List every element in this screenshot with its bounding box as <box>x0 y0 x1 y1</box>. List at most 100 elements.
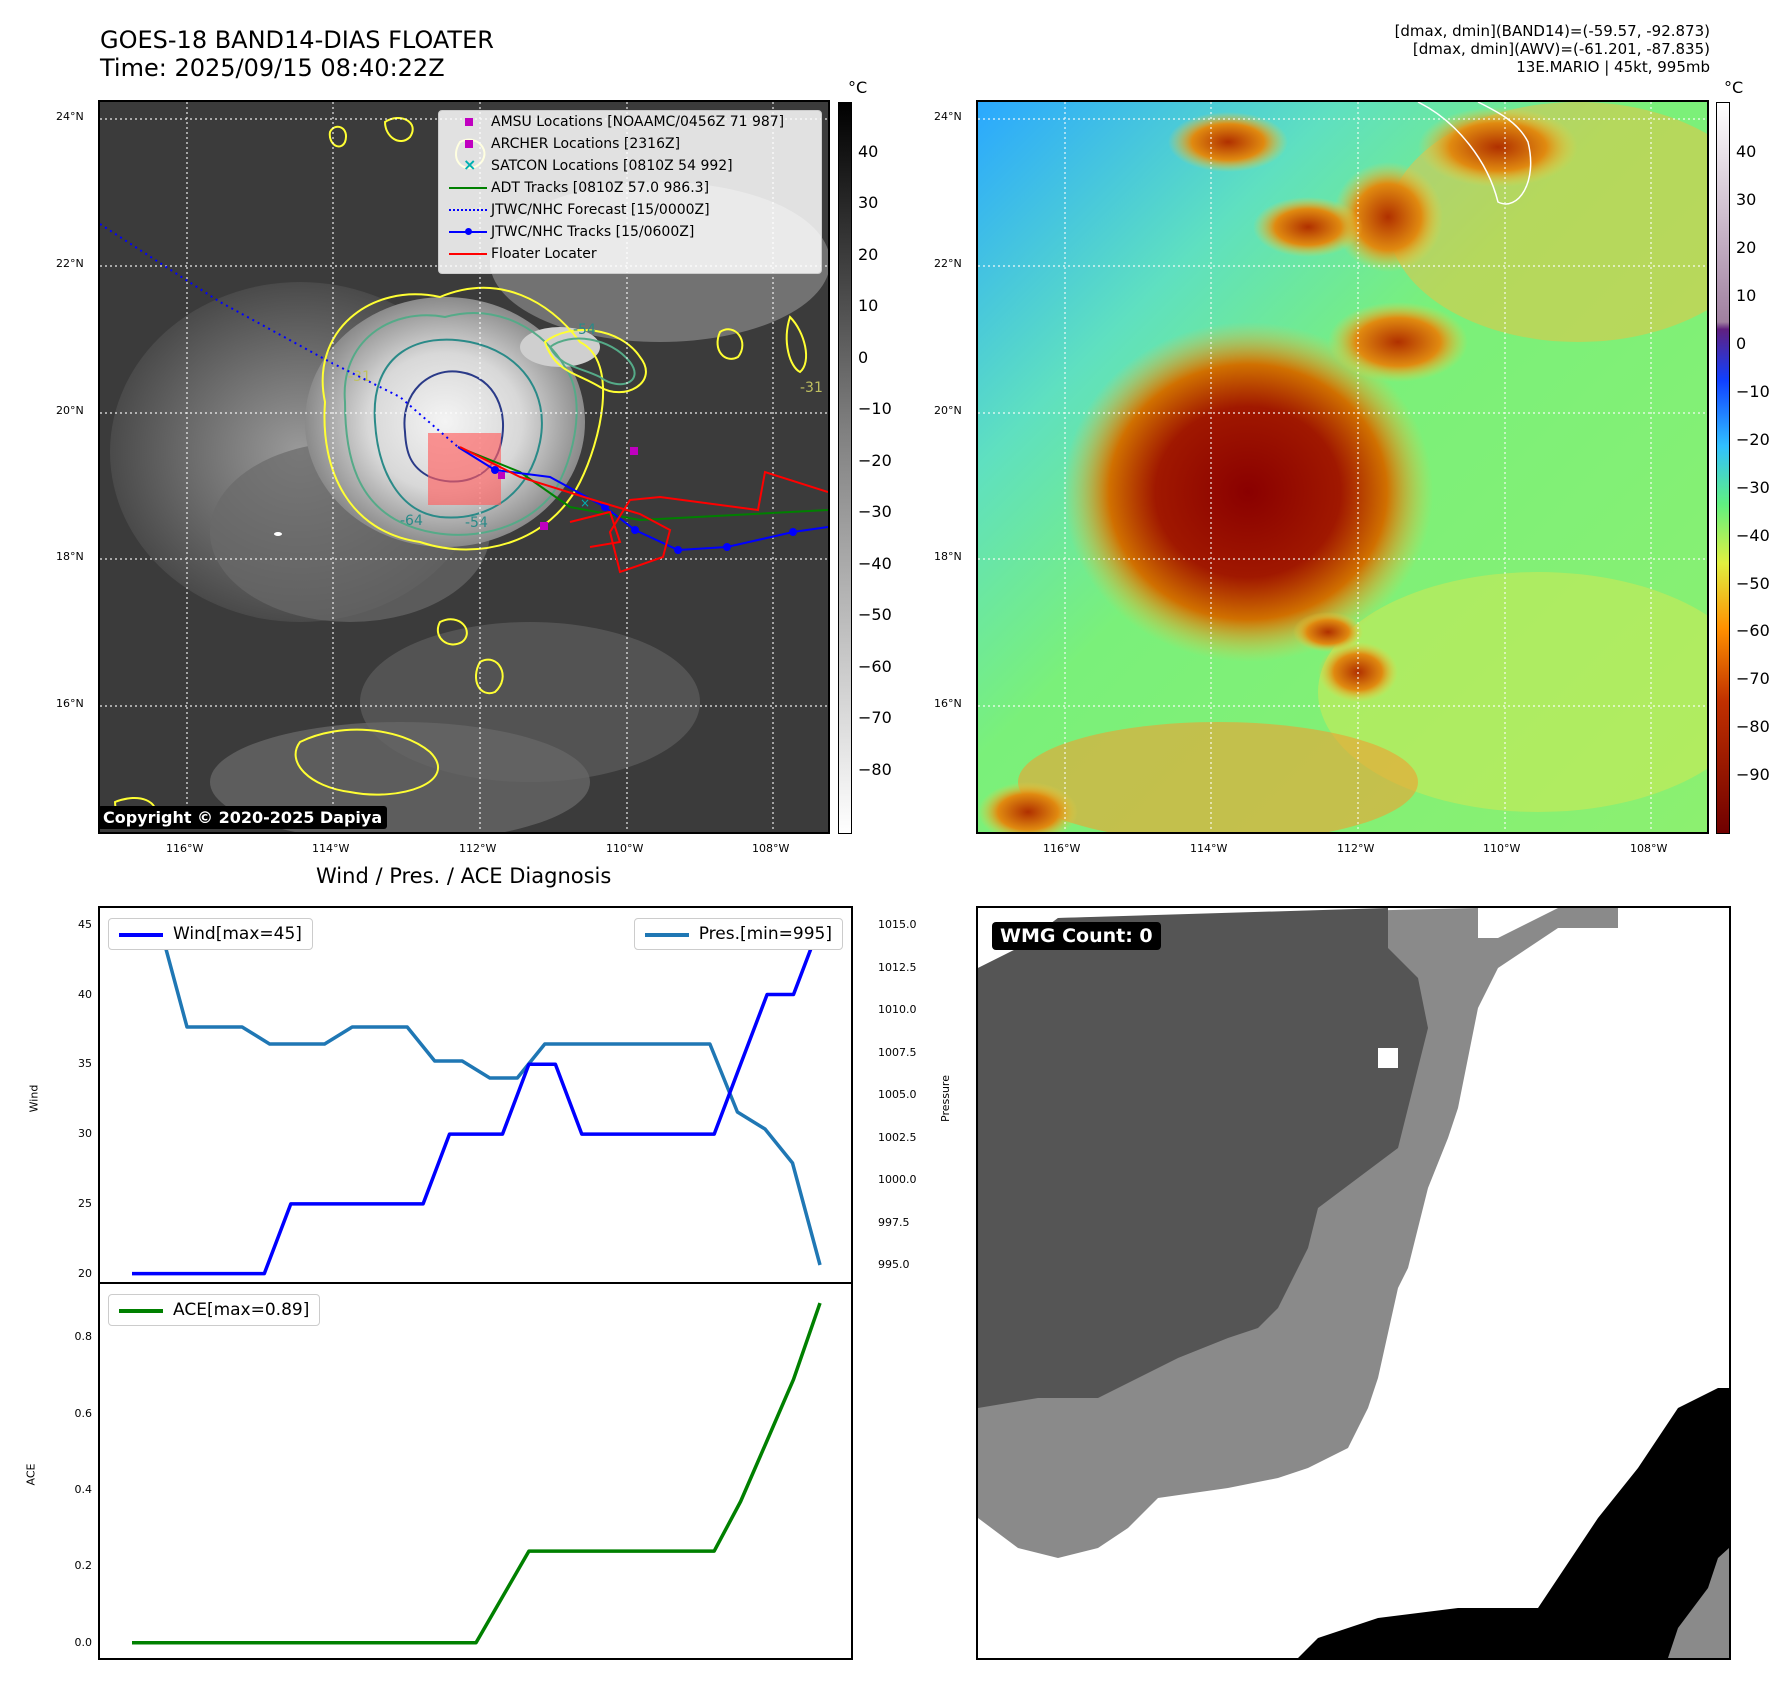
axis-tick-label: 1000.0 <box>878 1173 917 1186</box>
axis-tick-label: 30 <box>78 1127 92 1141</box>
colorbar-tick: 30 <box>858 193 879 213</box>
lon-label: 110°W <box>606 842 644 855</box>
legend-item-amsu: AMSU Locations [NOAAMC/0456Z 71 987] <box>449 111 784 133</box>
ace-axis-label: ACE <box>24 1463 38 1486</box>
colorbar-tick: −80 <box>1736 717 1770 737</box>
colorbar-tick: −70 <box>858 708 892 728</box>
wmg-panel: WMG Count: 0 <box>976 906 1731 1660</box>
lat-label: 18°N <box>934 550 962 563</box>
axis-tick-label: 0.4 <box>74 1483 93 1497</box>
colorbar-tick: −50 <box>1736 573 1770 593</box>
lat-label: 16°N <box>56 697 84 710</box>
ir-map-panel: -64 -54 -54 -31 -31 <box>98 100 830 834</box>
colorbar-tick: −40 <box>1736 525 1770 545</box>
map-legend: AMSU Locations [NOAAMC/0456Z 71 987] ARC… <box>438 110 822 274</box>
colorbar-tick: −80 <box>858 759 892 779</box>
pressure-series-line <box>132 923 822 1266</box>
awv-colorbar <box>1716 102 1730 834</box>
lon-label: 112°W <box>1337 842 1375 855</box>
colorbar-tick: −20 <box>858 450 892 470</box>
axis-tick-label: 40 <box>78 987 92 1001</box>
axis-tick-label: 1005.0 <box>878 1088 917 1101</box>
axis-tick-label: 0.8 <box>74 1330 93 1344</box>
axis-tick-label: 35 <box>78 1057 92 1071</box>
lat-label: 16°N <box>934 697 962 710</box>
lon-label: 116°W <box>1043 842 1081 855</box>
lon-label: 114°W <box>312 842 350 855</box>
colorbar-tick: 20 <box>858 244 879 264</box>
colorbar-tick: −50 <box>858 605 892 625</box>
axis-tick-label: 25 <box>78 1196 92 1210</box>
pres-legend: Pres.[min=995] <box>633 918 843 950</box>
copyright-notice: Copyright © 2020-2025 Dapiya <box>100 806 388 829</box>
lat-label: 24°N <box>56 110 84 123</box>
colorbar-tick: 10 <box>858 296 879 316</box>
ace-panel: ACE[max=0.89] <box>98 1282 853 1660</box>
ace-legend: ACE[max=0.89] <box>108 1294 321 1326</box>
axis-tick-label: 0.0 <box>74 1635 93 1649</box>
colorbar-unit: °C <box>1724 78 1744 97</box>
contour-label: -54 <box>573 322 596 338</box>
colorbar-tick: 40 <box>1736 142 1757 161</box>
ace-chart <box>132 1302 822 1645</box>
wind-axis-label: Wind <box>27 1084 41 1113</box>
storm-info: [dmax, dmin](BAND14)=(-59.57, -92.873) [… <box>1395 22 1710 76</box>
ir-colorbar <box>838 102 852 834</box>
legend-item-archer: ARCHER Locations [2316Z] <box>449 133 680 155</box>
wind-legend: Wind[max=45] <box>108 918 313 950</box>
lon-label: 114°W <box>1190 842 1228 855</box>
title-line-1: GOES-18 BAND14-DIAS FLOATER <box>100 26 494 54</box>
figure-title: GOES-18 BAND14-DIAS FLOATER Time: 2025/0… <box>100 26 494 82</box>
legend-item-floater: Floater Locater <box>449 243 597 265</box>
lat-label: 20°N <box>56 404 84 417</box>
colorbar-tick: 0 <box>858 347 869 367</box>
lon-label: 108°W <box>1630 842 1668 855</box>
axis-tick-label: 997.5 <box>878 1215 910 1229</box>
colorbar-tick: −40 <box>858 553 892 573</box>
colorbar-tick: −70 <box>1736 669 1770 689</box>
diagnosis-title: Wind / Pres. / ACE Diagnosis <box>316 864 612 888</box>
floater-box <box>428 433 501 505</box>
awv-map-image <box>978 102 1707 832</box>
awv-map-panel <box>976 100 1709 834</box>
axis-tick-label: 45 <box>78 917 92 931</box>
colorbar-tick: −20 <box>1736 429 1770 449</box>
colorbar-unit: °C <box>848 78 868 97</box>
colorbar-tick: −10 <box>1736 381 1770 401</box>
svg-text:×: × <box>580 496 590 510</box>
colorbar-tick: 10 <box>1736 285 1757 305</box>
axis-tick-label: 995.0 <box>878 1258 910 1271</box>
legend-item-satcon: × SATCON Locations [0810Z 54 992] <box>463 155 733 174</box>
legend-item-adt: ADT Tracks [0810Z 57.0 986.3] <box>449 177 709 199</box>
colorbar-tick: 40 <box>858 142 879 161</box>
pres-axis-label: Pressure <box>938 1075 952 1122</box>
lat-label: 22°N <box>56 257 84 270</box>
wmg-image <box>978 908 1729 1658</box>
wmg-count-badge: WMG Count: 0 <box>992 922 1161 950</box>
colorbar-tick: −30 <box>858 502 892 522</box>
info-line-1: [dmax, dmin](BAND14)=(-59.57, -92.873) <box>1394 22 1710 40</box>
legend-item-forecast: JTWC/NHC Forecast [15/0000Z] <box>449 199 710 221</box>
contour-label: -54 <box>465 515 488 531</box>
lon-label: 116°W <box>166 842 204 855</box>
colorbar-tick: 20 <box>1736 237 1757 257</box>
lat-label: 22°N <box>934 257 962 270</box>
lon-label: 108°W <box>752 842 790 855</box>
colorbar-tick: −30 <box>1736 477 1770 497</box>
axis-tick-label: 20 <box>78 1266 92 1280</box>
axis-tick-label: 1002.5 <box>878 1130 917 1144</box>
contour-label: -64 <box>400 513 423 529</box>
ace-series-line <box>132 1302 822 1645</box>
colorbar-tick: −60 <box>1736 621 1770 641</box>
colorbar-tick: −60 <box>858 656 892 676</box>
wind-pres-chart <box>132 923 822 1276</box>
axis-tick-label: 1012.5 <box>878 960 917 974</box>
title-line-2: Time: 2025/09/15 08:40:22Z <box>100 54 445 82</box>
lat-label: 18°N <box>56 550 84 563</box>
axis-tick-label: 1015.0 <box>878 918 917 931</box>
contour-label: -31 <box>800 380 823 396</box>
lat-label: 24°N <box>934 110 962 123</box>
wind-series-line <box>132 924 822 1276</box>
lon-label: 112°W <box>459 842 497 855</box>
lat-label: 20°N <box>934 404 962 417</box>
